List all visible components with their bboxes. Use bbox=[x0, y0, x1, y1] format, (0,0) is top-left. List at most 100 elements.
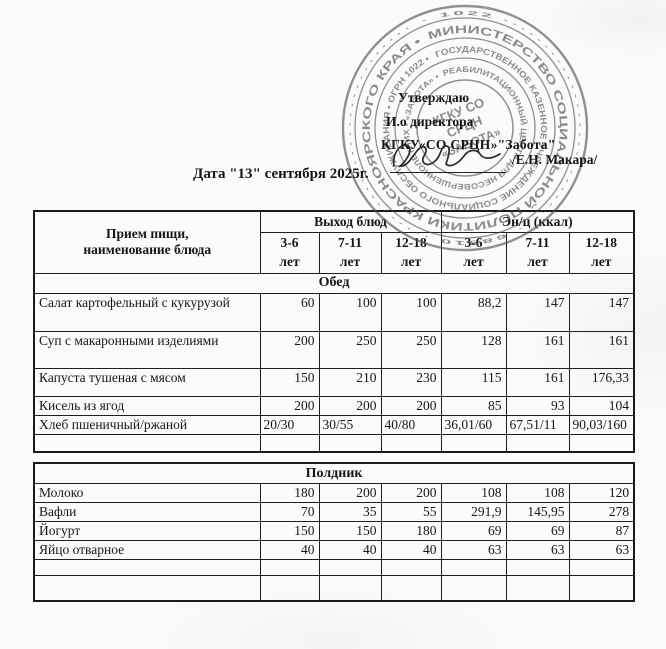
value-cell: 63 bbox=[568, 540, 635, 560]
age-col-header: 3-6 лет bbox=[259, 232, 320, 274]
approval-word: Утверждаю bbox=[398, 90, 470, 105]
value-cell: 150 bbox=[259, 521, 320, 541]
value-cell: 30/55 bbox=[318, 414, 382, 435]
table-row bbox=[33, 433, 635, 453]
value-cell: 63 bbox=[505, 540, 570, 560]
age-col-header: 12-18 лет bbox=[380, 232, 442, 274]
signature-line bbox=[390, 172, 506, 173]
value-cell: 90,03/160 bbox=[568, 414, 635, 435]
value-cell: 69 bbox=[440, 521, 507, 541]
value-cell bbox=[380, 433, 442, 453]
value-cell: 40 bbox=[380, 540, 442, 560]
portion-group-header: Выход блюд bbox=[259, 210, 442, 233]
value-cell: 87 bbox=[568, 521, 635, 541]
value-cell: 176,33 bbox=[568, 367, 635, 397]
snack-menu-table: Полдник Молоко 180 200 200 108 108 120 Вафли 70 3… bbox=[33, 462, 636, 602]
value-cell bbox=[440, 433, 507, 453]
energy-group-header: Эн/ц (ккал) bbox=[440, 210, 635, 233]
value-cell: 85 bbox=[440, 395, 507, 416]
value-cell: 200 bbox=[259, 330, 320, 369]
value-cell bbox=[505, 575, 570, 602]
value-cell: 180 bbox=[380, 521, 442, 541]
value-cell: 145,95 bbox=[505, 502, 570, 522]
value-cell: 161 bbox=[568, 330, 635, 369]
value-cell: 100 bbox=[318, 292, 382, 332]
value-cell: 250 bbox=[380, 330, 442, 369]
value-cell: 128 bbox=[440, 330, 507, 369]
table-row: Хлеб пшеничный/ржаной 20/30 30/55 40/80 36,0… bbox=[33, 414, 635, 435]
value-cell: 55 bbox=[380, 502, 442, 522]
dish-name-cell: Капуста тушеная с мясом bbox=[33, 367, 261, 397]
table-row: Молоко 180 200 200 108 108 120 bbox=[33, 483, 635, 503]
approver-position: И.о директора bbox=[386, 114, 474, 129]
dish-name-cell: Молоко bbox=[33, 483, 261, 503]
value-cell bbox=[440, 575, 507, 602]
value-cell bbox=[259, 575, 320, 602]
value-cell bbox=[259, 433, 320, 453]
value-cell bbox=[568, 433, 635, 453]
value-cell: 161 bbox=[505, 330, 570, 369]
table-row: Вафли 70 35 55 291,9 145,95 278 bbox=[33, 502, 635, 522]
value-cell: 40/80 bbox=[380, 414, 442, 435]
dish-name-cell: Суп с макаронными изделиями bbox=[33, 330, 261, 369]
value-cell: 69 bbox=[505, 521, 570, 541]
dish-name-cell bbox=[33, 575, 261, 602]
lunch-menu-table: Прием пищи, наименование блюда Выход блю… bbox=[33, 210, 635, 453]
table-row bbox=[33, 575, 635, 602]
dish-name-cell bbox=[33, 433, 261, 453]
value-cell: 161 bbox=[505, 367, 570, 397]
value-cell: 291,9 bbox=[440, 502, 507, 522]
value-cell: 40 bbox=[259, 540, 320, 560]
value-cell bbox=[380, 559, 442, 576]
value-cell: 120 bbox=[568, 483, 635, 503]
meal-section-title: Полдник bbox=[33, 462, 635, 484]
table-row: Кисель из ягод 200 200 200 85 93 104 bbox=[33, 395, 635, 416]
value-cell: 150 bbox=[318, 521, 382, 541]
approver-name: /Е.Н. Макара/ bbox=[512, 152, 598, 167]
dish-name-cell: Салат картофельный с кукурузой bbox=[33, 292, 261, 332]
value-cell: 67,51/11 bbox=[505, 414, 570, 435]
dish-name-cell: Хлеб пшеничный/ржаной bbox=[33, 414, 261, 435]
value-cell: 20/30 bbox=[259, 414, 320, 435]
value-cell: 40 bbox=[318, 540, 382, 560]
dish-name-cell: Яйцо отварное bbox=[33, 540, 261, 560]
value-cell: 115 bbox=[440, 367, 507, 397]
meal-name-header: Прием пищи, наименование блюда bbox=[33, 210, 261, 274]
value-cell: 200 bbox=[380, 395, 442, 416]
value-cell: 210 bbox=[318, 367, 382, 397]
table-row: Яйцо отварное 40 40 40 63 63 63 bbox=[33, 540, 635, 560]
value-cell: 100 bbox=[380, 292, 442, 332]
meal-section-title: Обед bbox=[33, 272, 635, 294]
signature-scribble bbox=[392, 144, 501, 167]
dish-name-cell: Йогурт bbox=[33, 521, 261, 541]
table-row: Суп с макаронными изделиями 200 250 250 128 1… bbox=[33, 330, 635, 369]
value-cell: 180 bbox=[259, 483, 320, 503]
dish-name-cell: Кисель из ягод bbox=[33, 395, 261, 416]
meal-section-row: Обед bbox=[33, 272, 635, 294]
age-col-header: 7-11 лет bbox=[318, 232, 382, 274]
value-cell: 150 bbox=[259, 367, 320, 397]
value-cell: 108 bbox=[505, 483, 570, 503]
value-cell bbox=[318, 575, 382, 602]
value-cell: 70 bbox=[259, 502, 320, 522]
age-col-header: 3-6 лет bbox=[440, 232, 507, 274]
value-cell bbox=[505, 433, 570, 453]
value-cell: 147 bbox=[505, 292, 570, 332]
value-cell bbox=[380, 575, 442, 602]
age-col-header: 12-18 лет bbox=[568, 232, 635, 274]
dish-name-cell bbox=[33, 559, 261, 576]
table-row bbox=[33, 559, 635, 576]
value-cell bbox=[568, 575, 635, 602]
value-cell: 230 bbox=[380, 367, 442, 397]
value-cell: 250 bbox=[318, 330, 382, 369]
value-cell: 200 bbox=[318, 483, 382, 503]
value-cell bbox=[505, 559, 570, 576]
value-cell: 104 bbox=[568, 395, 635, 416]
value-cell bbox=[568, 559, 635, 576]
value-cell: 200 bbox=[380, 483, 442, 503]
value-cell: 200 bbox=[259, 395, 320, 416]
table-row: Йогурт 150 150 180 69 69 87 bbox=[33, 521, 635, 541]
value-cell bbox=[440, 559, 507, 576]
value-cell: 108 bbox=[440, 483, 507, 503]
